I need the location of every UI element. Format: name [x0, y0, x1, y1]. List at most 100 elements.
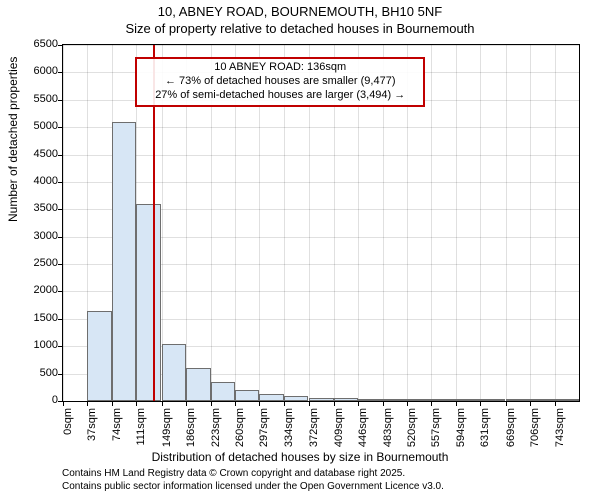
- xtick-label: 594sqm: [455, 408, 467, 448]
- histogram-bar: [431, 399, 455, 401]
- histogram-bar: [112, 122, 136, 401]
- xtick-label: 409sqm: [333, 408, 345, 448]
- annotation-box: 10 ABNEY ROAD: 136sqm← 73% of detached h…: [135, 57, 425, 106]
- gridline-horizontal: [63, 127, 579, 128]
- xtick-mark: [480, 401, 481, 406]
- xtick-label: 706sqm: [529, 408, 541, 448]
- xtick-mark: [334, 401, 335, 406]
- chart-container: 10, ABNEY ROAD, BOURNEMOUTH, BH10 5NF Si…: [0, 0, 600, 500]
- footer-attribution: Contains HM Land Registry data © Crown c…: [62, 468, 444, 493]
- histogram-bar: [136, 204, 160, 401]
- annotation-line-3: 27% of semi-detached houses are larger (…: [143, 89, 417, 103]
- histogram-bar: [235, 390, 259, 402]
- ytick-label: 6500: [8, 38, 58, 50]
- xtick-label: 372sqm: [308, 408, 320, 448]
- xtick-mark: [383, 401, 384, 406]
- title-line-2: Size of property relative to detached ho…: [0, 21, 600, 38]
- xtick-mark: [431, 401, 432, 406]
- xtick-mark: [186, 401, 187, 406]
- histogram-bar: [555, 399, 579, 401]
- xtick-mark: [284, 401, 285, 406]
- xtick-mark: [506, 401, 507, 406]
- xtick-mark: [63, 401, 64, 406]
- ytick-label: 3000: [8, 230, 58, 242]
- ytick-label: 500: [8, 367, 58, 379]
- xtick-mark: [309, 401, 310, 406]
- xtick-mark: [87, 401, 88, 406]
- ytick-label: 1000: [8, 339, 58, 351]
- xtick-label: 446sqm: [357, 408, 369, 448]
- histogram-bar: [456, 399, 480, 401]
- histogram-bar: [162, 344, 186, 402]
- xtick-mark: [530, 401, 531, 406]
- xtick-label: 743sqm: [554, 408, 566, 448]
- ytick-label: 3500: [8, 202, 58, 214]
- histogram-bar: [530, 399, 554, 401]
- histogram-bar: [87, 311, 111, 401]
- ytick-label: 5000: [8, 120, 58, 132]
- xtick-label: 260sqm: [234, 408, 246, 448]
- ytick-label: 1500: [8, 312, 58, 324]
- ytick-label: 6000: [8, 65, 58, 77]
- chart-title: 10, ABNEY ROAD, BOURNEMOUTH, BH10 5NF Si…: [0, 0, 600, 38]
- xtick-mark: [162, 401, 163, 406]
- gridline-horizontal: [63, 45, 579, 46]
- xtick-label: 631sqm: [479, 408, 491, 448]
- histogram-bar: [407, 399, 431, 401]
- xtick-label: 74sqm: [111, 408, 123, 448]
- histogram-bar: [334, 398, 358, 401]
- ytick-label: 2000: [8, 284, 58, 296]
- histogram-bar: [383, 399, 407, 401]
- histogram-bar: [186, 368, 210, 401]
- histogram-bar: [480, 399, 504, 401]
- footer-line-2: Contains public sector information licen…: [62, 481, 444, 494]
- gridline-vertical: [63, 45, 64, 401]
- xtick-label: 483sqm: [382, 408, 394, 448]
- xtick-mark: [211, 401, 212, 406]
- footer-line-1: Contains HM Land Registry data © Crown c…: [62, 468, 444, 481]
- annotation-line-1: 10 ABNEY ROAD: 136sqm: [143, 61, 417, 75]
- xtick-label: 669sqm: [505, 408, 517, 448]
- xtick-label: 111sqm: [135, 408, 147, 448]
- xtick-mark: [259, 401, 260, 406]
- y-axis-label: Number of detached properties: [6, 57, 20, 222]
- ytick-label: 5500: [8, 93, 58, 105]
- xtick-label: 186sqm: [185, 408, 197, 448]
- histogram-bar: [211, 382, 235, 401]
- histogram-bar: [358, 399, 382, 401]
- xtick-mark: [136, 401, 137, 406]
- gridline-vertical: [431, 45, 432, 401]
- gridline-vertical: [480, 45, 481, 401]
- xtick-mark: [407, 401, 408, 406]
- ytick-label: 0: [8, 394, 58, 406]
- annotation-line-2: ← 73% of detached houses are smaller (9,…: [143, 75, 417, 89]
- gridline-horizontal: [63, 182, 579, 183]
- xtick-label: 223sqm: [210, 408, 222, 448]
- gridline-vertical: [555, 45, 556, 401]
- ytick-label: 2500: [8, 257, 58, 269]
- xtick-label: 37sqm: [86, 408, 98, 448]
- gridline-vertical: [530, 45, 531, 401]
- plot-area: 10 ABNEY ROAD: 136sqm← 73% of detached h…: [62, 44, 580, 402]
- xtick-mark: [456, 401, 457, 406]
- xtick-mark: [555, 401, 556, 406]
- xtick-label: 149sqm: [161, 408, 173, 448]
- xtick-mark: [112, 401, 113, 406]
- ytick-label: 4500: [8, 148, 58, 160]
- xtick-label: 557sqm: [430, 408, 442, 448]
- xtick-label: 297sqm: [258, 408, 270, 448]
- xtick-mark: [358, 401, 359, 406]
- gridline-horizontal: [63, 155, 579, 156]
- gridline-vertical: [506, 45, 507, 401]
- title-line-1: 10, ABNEY ROAD, BOURNEMOUTH, BH10 5NF: [0, 4, 600, 21]
- x-axis-label: Distribution of detached houses by size …: [0, 450, 600, 464]
- xtick-mark: [235, 401, 236, 406]
- gridline-vertical: [456, 45, 457, 401]
- histogram-bar: [506, 399, 530, 401]
- ytick-label: 4000: [8, 175, 58, 187]
- xtick-label: 0sqm: [62, 408, 74, 448]
- xtick-label: 334sqm: [283, 408, 295, 448]
- histogram-bar: [284, 396, 308, 401]
- xtick-label: 520sqm: [406, 408, 418, 448]
- histogram-bar: [259, 394, 283, 401]
